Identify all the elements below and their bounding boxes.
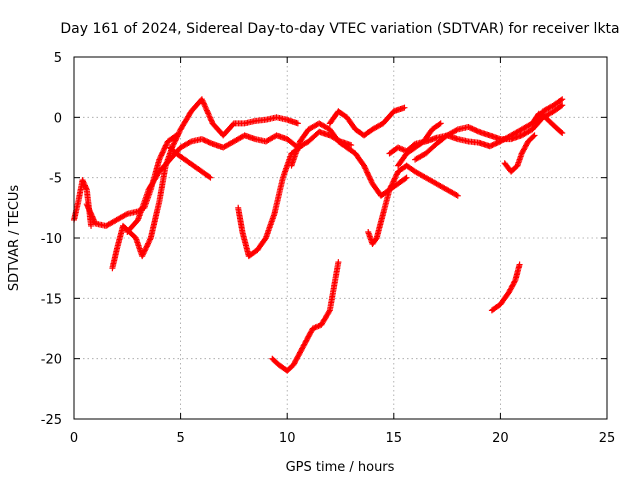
x-tick-label: 10 [279,431,296,446]
series-arc-14 [501,132,538,175]
series-markers [488,261,523,314]
series-arc-6 [235,144,303,260]
series-markers [269,259,342,374]
y-tick-label: 5 [54,51,62,66]
series-arc-3 [109,96,301,272]
series-markers [109,96,301,272]
plot-frame [73,56,608,420]
chart-title: Day 161 of 2024, Sidereal Day-to-day VTE… [60,21,619,37]
series-arc-2 [83,132,180,229]
x-tick-label: 5 [176,431,184,446]
series-arc-16 [529,110,566,137]
series-arc-5 [166,144,214,181]
gridlines [74,57,607,419]
series-arc-12 [395,120,444,169]
y-tick-label: -25 [41,413,62,428]
data-points [71,96,566,374]
series-arc-9 [326,104,408,139]
series-markers [395,120,444,169]
y-tick-label: -10 [41,232,62,247]
series-markers [365,162,461,247]
series-markers [529,110,566,137]
series-markers [166,144,214,181]
series-markers [412,102,566,163]
tick-labels: 0 5 10 15 20 25 -25 -20 -15 -10 -5 0 5 [41,51,616,446]
y-tick-label: 0 [54,111,62,126]
y-tick-label: -15 [41,292,62,307]
x-tick-label: 0 [70,431,78,446]
series-arc-13 [412,102,566,163]
series-markers [83,132,180,229]
y-tick-label: -20 [41,353,62,368]
series-markers [326,104,408,139]
series-arc-15 [488,261,523,314]
series-markers [235,144,303,260]
series-markers [501,132,538,175]
x-axis-label: GPS time / hours [286,460,395,475]
y-tick-label: -5 [49,172,62,187]
x-tick-label: 25 [599,431,616,446]
y-axis-label: SDTVAR / TECUs [7,185,22,292]
x-tick-label: 15 [386,431,403,446]
series-arc-10 [365,162,461,247]
x-tick-label: 20 [492,431,509,446]
series-arc-7 [269,259,342,374]
